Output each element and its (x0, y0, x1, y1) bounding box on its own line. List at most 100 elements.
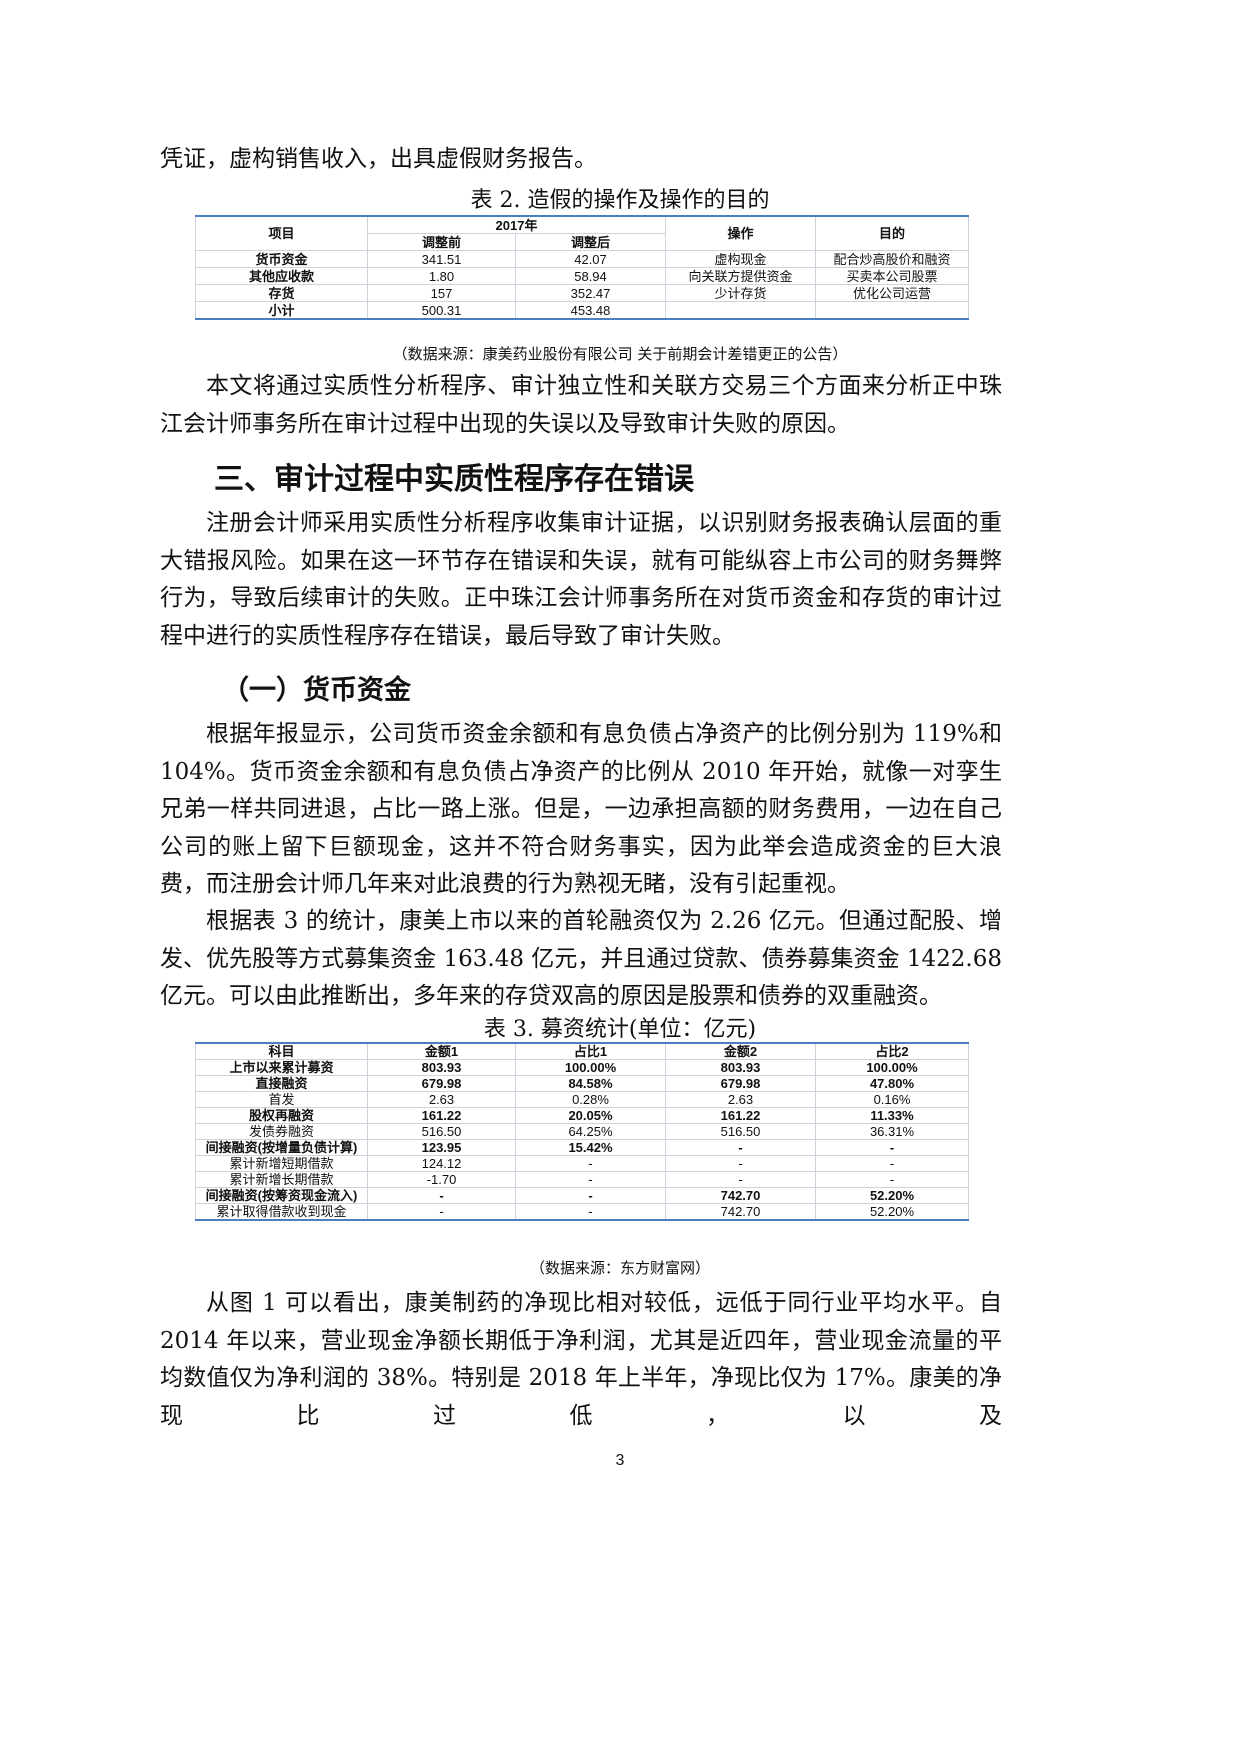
table-cell: 516.50 (367, 1123, 516, 1140)
table-body: 货币资金 341.51 42.07 虚构现金 配合炒高股价和融资 其他应收款 1.80 58.… (195, 250, 970, 320)
paragraph: 凭证，虚构销售收入，出具虚假财务报告。 (160, 146, 597, 172)
table-cell: 上市以来累计募资 (195, 1059, 368, 1076)
table-cell: 11.33% (815, 1107, 969, 1124)
table-cell: 52.20% (815, 1203, 969, 1221)
table-cell: 52.20% (815, 1187, 969, 1204)
header-cell: 项目 (195, 215, 368, 251)
table-cell: - (815, 1171, 969, 1188)
table-row: 间接融资(按增量负债计算) 123.95 15.42% - - (195, 1139, 969, 1156)
table-row: 其他应收款 1.80 58.94 向关联方提供资金 买卖本公司股票 (195, 267, 970, 285)
header-cell: 调整后 (514, 233, 667, 251)
table-row: 累计新增长期借款 -1.70- - - (195, 1171, 969, 1188)
table-cell: 直接融资 (195, 1075, 368, 1092)
table-cell: - (665, 1171, 816, 1188)
table-cell: 其他应收款 (195, 267, 368, 285)
table-cell: 买卖本公司股票 (815, 267, 970, 285)
section-heading: 三、审计过程中实质性程序存在错误 (214, 462, 694, 497)
table-cell: 161.22 (665, 1107, 816, 1124)
table-row: 直接融资 679.98 84.58% 679.98 47.80% (195, 1075, 969, 1092)
table-cell: 0.16% (815, 1091, 969, 1108)
table-caption: 表 3. 募资统计(单位：亿元) (483, 1017, 757, 1042)
table-body: 上市以来累计募资 803.93 100.00% 803.93 100.00% 直接融资 67… (195, 1059, 969, 1221)
header-cell: 占比2 (815, 1042, 969, 1060)
table-cell: -1.70 (367, 1171, 516, 1188)
table-cell: 123.95 (367, 1139, 516, 1156)
table-cell: 36.31% (815, 1123, 969, 1140)
table-cell: 优化公司运营 (815, 284, 970, 302)
table-cell: 803.93 (367, 1059, 516, 1076)
table-cell: 500.31 (367, 301, 516, 320)
table-cell: 1.80 (367, 267, 516, 285)
table-row: 存货 157 352.47 少计存货 优化公司运营 (195, 284, 970, 302)
table-cell: - (665, 1155, 816, 1172)
table-cell (815, 301, 970, 320)
table-cell: 100.00% (815, 1059, 969, 1076)
table-cell: 679.98 (367, 1075, 516, 1092)
table-cell: 首发 (195, 1091, 368, 1108)
table-row: 股权再融资 161.22 20.05% 161.22 11.33% (195, 1107, 969, 1124)
table-cell: - (515, 1187, 666, 1204)
table-cell: 453.48 (514, 301, 667, 320)
source-note: （数据来源：东方财富网） (529, 1259, 710, 1277)
table-cell: 161.22 (367, 1107, 516, 1124)
table-cell: 64.25% (515, 1123, 666, 1140)
header-cell: 科目 (195, 1042, 368, 1060)
table-cell: 157 (367, 284, 516, 302)
table-cell: 累计新增长期借款 (195, 1171, 368, 1188)
page-number: 3 (615, 1452, 625, 1469)
table-row: 累计新增短期借款 124.12- - - (195, 1155, 969, 1172)
table-cell: 516.50 (665, 1123, 816, 1140)
table-cell: - (515, 1155, 666, 1172)
source-note: （数据来源：康美药业股份有限公司 关于前期会计差错更正的公告） (392, 345, 848, 363)
table-row: 货币资金 341.51 42.07 虚构现金 配合炒高股价和融资 (195, 250, 970, 268)
paragraph: 根据年报显示，公司货币资金余额和有息负债占净资产的比例分别为 119%和104%… (160, 721, 1002, 897)
table-row: 间接融资(按筹资现金流入) - -742.70 52.20% (195, 1187, 969, 1204)
table-caption: 表 2. 造假的操作及操作的目的 (470, 188, 770, 213)
table-cell: 发债券融资 (195, 1123, 368, 1140)
table-cell: 股权再融资 (195, 1107, 368, 1124)
table-cell: 341.51 (367, 250, 516, 268)
table: 项目 2017年 操作 目的 调整前 调整后 货币资金 341.51 42.07 虚构… (195, 215, 970, 320)
header-cell: 占比1 (515, 1042, 666, 1060)
table-cell: 虚构现金 (665, 250, 817, 268)
paragraph: 从图 1 可以看出，康美制药的净现比相对较低，远低于同行业平均水平。自 2014… (160, 1290, 1002, 1429)
table-cell: 间接融资(按增量负债计算) (195, 1139, 368, 1156)
table-row: 累计取得借款收到现金 - -742.70 52.20% (195, 1203, 969, 1221)
table-cell: 47.80% (815, 1075, 969, 1092)
table-cell: 15.42% (515, 1139, 666, 1156)
table-cell: 存货 (195, 284, 368, 302)
table: 科目 金额1 占比1 金额2 占比2 上市以来累计募资 803.93 100.00% 803.… (195, 1042, 969, 1221)
table-row: 上市以来累计募资 803.93 100.00% 803.93 100.00% (195, 1059, 969, 1076)
table-cell: 124.12 (367, 1155, 516, 1172)
table-cell: 84.58% (515, 1075, 666, 1092)
table-cell: 742.70 (665, 1203, 816, 1221)
table-cell: - (665, 1139, 816, 1156)
paragraph: 注册会计师采用实质性分析程序收集审计证据，以识别财务报表确认层面的重大错报风险。… (160, 510, 1002, 649)
table-cell: 20.05% (515, 1107, 666, 1124)
table-cell: - (515, 1171, 666, 1188)
table-cell: 货币资金 (195, 250, 368, 268)
header-row: 科目 金额1 占比1 金额2 占比2 (195, 1042, 969, 1060)
table-cell: 0.28% (515, 1091, 666, 1108)
table-cell: 2.63 (367, 1091, 516, 1108)
header-cell: 金额1 (367, 1042, 516, 1060)
table-cell: 742.70 (665, 1187, 816, 1204)
table-cell: 小计 (195, 301, 368, 320)
table-cell: - (367, 1203, 516, 1221)
header-cell: 调整前 (367, 233, 516, 251)
table-row: 发债券融资 516.50 64.25% 516.50 36.31% (195, 1123, 969, 1140)
table-cell: - (815, 1139, 969, 1156)
header-cell: 金额2 (665, 1042, 816, 1060)
table-cell: - (367, 1187, 516, 1204)
table-cell: - (815, 1155, 969, 1172)
table-cell: 100.00% (515, 1059, 666, 1076)
table-cell: 配合炒高股价和融资 (815, 250, 970, 268)
table-cell: 向关联方提供资金 (665, 267, 817, 285)
table-cell: 42.07 (514, 250, 667, 268)
paragraph: 本文将通过实质性分析程序、审计独立性和关联方交易三个方面来分析正中珠江会计师事务… (160, 373, 1002, 437)
table-cell: 679.98 (665, 1075, 816, 1092)
table-cell: 累计新增短期借款 (195, 1155, 368, 1172)
header-cell: 操作 (665, 215, 817, 251)
